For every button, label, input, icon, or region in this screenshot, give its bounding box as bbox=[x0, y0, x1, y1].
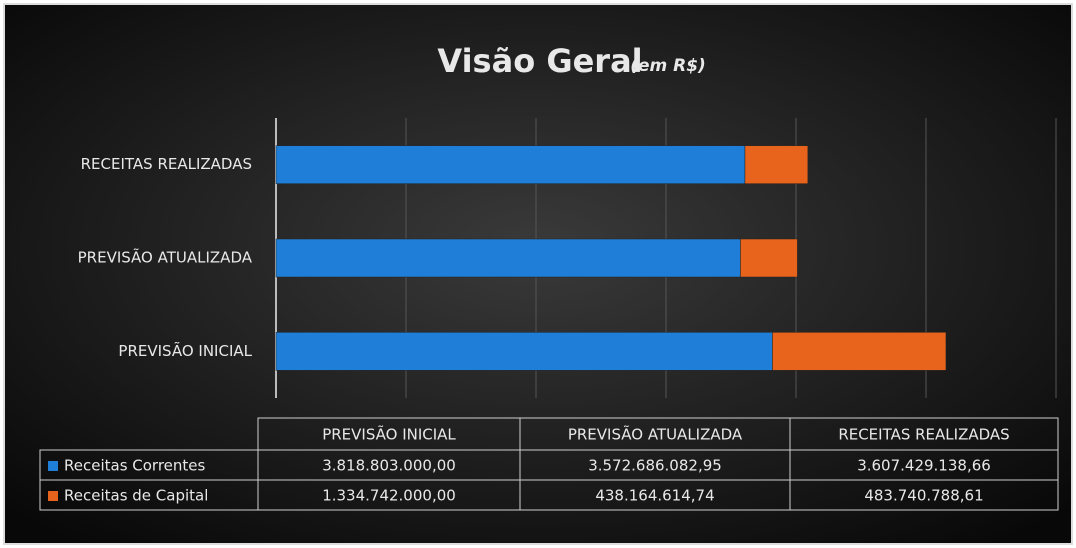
table-value: 3.572.686.082,95 bbox=[588, 457, 722, 475]
bar-segment bbox=[275, 238, 741, 278]
bar-segment bbox=[740, 238, 798, 278]
table-header: PREVISÃO ATUALIZADA bbox=[568, 425, 743, 444]
table-value: 1.334.742.000,00 bbox=[322, 487, 456, 505]
bar-segment bbox=[275, 332, 773, 371]
table-value: 3.607.429.138,66 bbox=[857, 457, 991, 475]
y-tick-label: RECEITAS REALIZADAS bbox=[81, 155, 252, 173]
legend-label: Receitas Correntes bbox=[64, 457, 206, 475]
table-cell bbox=[789, 479, 1059, 511]
bar-segment bbox=[744, 145, 809, 184]
table-value: 483.740.788,61 bbox=[864, 487, 983, 505]
bar-segment bbox=[275, 145, 746, 184]
legend-swatch bbox=[48, 461, 58, 471]
table-value: 3.818.803.000,00 bbox=[322, 457, 456, 475]
y-tick-label: PREVISÃO ATUALIZADA bbox=[78, 248, 253, 267]
legend-swatch bbox=[48, 491, 58, 501]
chart-subtitle: (em R$) bbox=[630, 56, 706, 76]
table-value: 438.164.614,74 bbox=[595, 487, 714, 505]
chart-title: Visão Geral bbox=[437, 42, 642, 80]
bar-segment bbox=[772, 332, 947, 371]
y-tick-label: PREVISÃO INICIAL bbox=[118, 341, 252, 360]
data-table: PREVISÃO INICIAL PREVISÃO ATUALIZADA RECEI… bbox=[39, 417, 1059, 511]
table-header: RECEITAS REALIZADAS bbox=[838, 426, 1009, 444]
table-header: PREVISÃO INICIAL bbox=[322, 425, 456, 444]
bars: PREVISÃO INICIAL PREVISÃO ATUALIZADA RECEI… bbox=[78, 145, 947, 371]
legend-label: Receitas de Capital bbox=[64, 487, 208, 505]
